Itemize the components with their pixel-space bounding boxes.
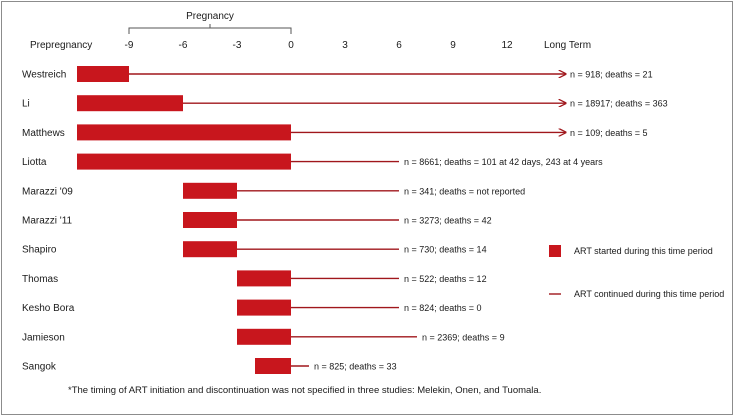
initiation-bar	[77, 153, 291, 170]
legend-line-label: ART continued during this time period	[574, 289, 724, 299]
initiation-bar	[77, 124, 291, 141]
study-annotation: n = 522; deaths = 12	[404, 274, 487, 284]
study-rows: Westreich n = 918; deaths = 21 Li n = 18917…	[22, 66, 668, 374]
study-name: Thomas	[22, 274, 58, 285]
initiation-bar	[183, 241, 237, 258]
study-annotation: n = 2369; deaths = 9	[422, 332, 505, 342]
study-name: Kesho Bora	[22, 303, 75, 314]
study-row: Matthews n = 109; deaths = 5	[22, 124, 648, 141]
legend-bar-swatch	[549, 245, 561, 257]
tick-label: 3	[342, 40, 348, 51]
footnote: *The timing of ART initiation and discon…	[68, 385, 541, 396]
study-row: Thomas n = 522; deaths = 12	[22, 270, 487, 287]
x-axis-ticks: -9 -6 -3 0 3 6 9 12	[125, 40, 513, 51]
study-annotation: n = 825; deaths = 33	[314, 362, 397, 372]
tick-label: -9	[125, 40, 134, 51]
pregnancy-label: Pregnancy	[186, 11, 234, 22]
pregnancy-bracket	[128, 24, 292, 34]
initiation-bar	[237, 270, 291, 287]
study-annotation: n = 824; deaths = 0	[404, 303, 482, 313]
initiation-bar	[77, 95, 183, 112]
initiation-bar	[77, 66, 129, 82]
long-term-label: Long Term	[544, 40, 591, 51]
study-annotation: n = 918; deaths = 21	[570, 70, 653, 80]
study-annotation: n = 18917; deaths = 363	[570, 99, 668, 109]
study-annotation: n = 341; deaths = not reported	[404, 186, 525, 196]
initiation-bar	[183, 182, 237, 199]
legend-bar-label: ART started during this time period	[574, 246, 713, 256]
tick-label: -6	[179, 40, 188, 51]
study-row: Marazzi '11 n = 3273; deaths = 42	[22, 212, 492, 228]
study-row: Jamieson n = 2369; deaths = 9	[22, 328, 505, 345]
study-row: Westreich n = 918; deaths = 21	[22, 66, 653, 82]
study-name: Jamieson	[22, 332, 65, 343]
tick-label: 9	[450, 40, 456, 51]
tick-label: 0	[288, 40, 294, 51]
study-row: Sangok n = 825; deaths = 33	[22, 358, 397, 374]
study-annotation: n = 109; deaths = 5	[570, 128, 648, 138]
study-annotation: n = 3273; deaths = 42	[404, 216, 492, 226]
study-name: Matthews	[22, 128, 65, 139]
study-name: Westreich	[22, 70, 66, 81]
study-name: Li	[22, 99, 30, 110]
study-row: Li n = 18917; deaths = 363	[22, 95, 668, 112]
study-name: Shapiro	[22, 245, 57, 256]
initiation-bar	[255, 358, 291, 374]
tick-label: -3	[233, 40, 242, 51]
study-row: Marazzi '09 n = 341; deaths = not reporte…	[22, 182, 525, 199]
study-row: Liotta n = 8661; deaths = 101 at 42 days,…	[22, 153, 603, 170]
study-name: Sangok	[22, 362, 57, 373]
initiation-bar	[237, 328, 291, 345]
study-name: Marazzi '11	[22, 216, 73, 227]
prepregnancy-label: Prepregnancy	[30, 40, 92, 51]
initiation-bar	[183, 212, 237, 228]
initiation-bar	[237, 299, 291, 316]
study-annotation: n = 730; deaths = 14	[404, 245, 487, 255]
legend: ART started during this time period ART …	[549, 245, 724, 299]
tick-label: 6	[396, 40, 402, 51]
study-row: Shapiro n = 730; deaths = 14	[22, 241, 487, 258]
tick-label: 12	[501, 40, 513, 51]
study-name: Liotta	[22, 157, 47, 168]
study-row: Kesho Bora n = 824; deaths = 0	[22, 299, 482, 316]
study-name: Marazzi '09	[22, 186, 73, 197]
study-annotation: n = 8661; deaths = 101 at 42 days, 243 a…	[404, 157, 603, 167]
